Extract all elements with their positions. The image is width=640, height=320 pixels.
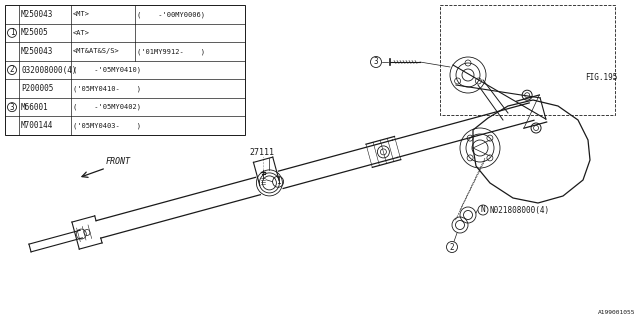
Text: 2: 2 (450, 243, 454, 252)
Text: M250043: M250043 (21, 10, 53, 19)
Text: 1: 1 (276, 177, 280, 186)
Text: ('05MY0403-    ): ('05MY0403- ) (73, 123, 141, 129)
Text: (    -'05MY0410): ( -'05MY0410) (73, 67, 141, 73)
Text: M66001: M66001 (21, 103, 49, 112)
Text: (    -'05MY0402): ( -'05MY0402) (73, 104, 141, 110)
Text: ('05MY0410-    ): ('05MY0410- ) (73, 85, 141, 92)
Bar (5, 5, 245, 135)
Text: A199001055: A199001055 (598, 310, 635, 315)
Text: N: N (481, 205, 485, 214)
Text: M700144: M700144 (21, 121, 53, 130)
Text: 3: 3 (374, 58, 378, 67)
Text: FRONT: FRONT (106, 157, 131, 166)
Text: <AT>: <AT> (73, 30, 90, 36)
Text: N021808000(4): N021808000(4) (489, 205, 549, 214)
Text: M25005: M25005 (21, 28, 49, 37)
Text: 27111: 27111 (250, 148, 275, 157)
Text: FIG.195: FIG.195 (586, 74, 618, 83)
Text: 1: 1 (10, 28, 14, 37)
Text: P200005: P200005 (21, 84, 53, 93)
Text: 032008000(4): 032008000(4) (21, 66, 77, 75)
Text: M250043: M250043 (21, 47, 53, 56)
Text: 3: 3 (10, 103, 14, 112)
Text: 2: 2 (10, 66, 14, 75)
Text: (    -'00MY0006): ( -'00MY0006) (137, 11, 205, 18)
Text: ('01MY9912-    ): ('01MY9912- ) (137, 48, 205, 55)
Text: <MT>: <MT> (73, 11, 90, 17)
Text: <MT&AT&S/S>: <MT&AT&S/S> (73, 48, 120, 54)
